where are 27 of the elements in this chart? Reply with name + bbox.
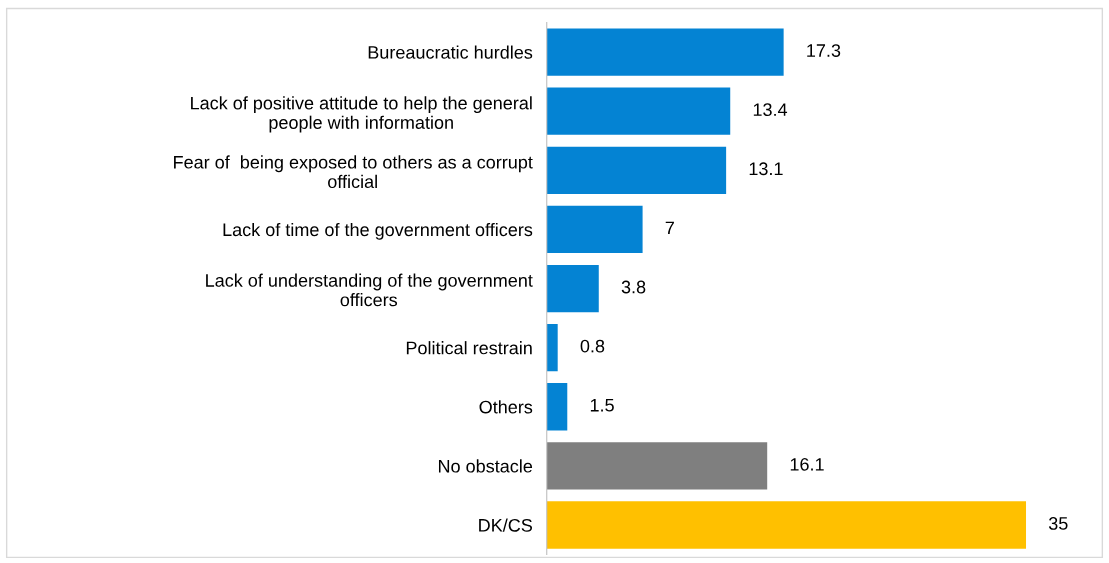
y-tick-label: No obstacle [438, 459, 533, 473]
bar [546, 87, 731, 135]
data-label: 16.1 [790, 457, 824, 471]
data-label: 0.8 [580, 339, 605, 353]
bar [546, 146, 727, 194]
data-label: 7 [665, 221, 674, 235]
y-tick-label: Bureaucratic hurdles [368, 45, 533, 59]
y-tick-label: DK/CS [479, 518, 533, 532]
bar [546, 28, 784, 76]
y-tick-label: Others [479, 400, 533, 414]
data-label: 13.4 [753, 103, 788, 117]
data-label: 35 [1048, 517, 1068, 530]
data-label: 1.5 [590, 399, 614, 412]
bar [546, 501, 1027, 549]
y-tick-label: Fear of being exposed to others as a corrupt official [174, 155, 533, 189]
bar [546, 205, 643, 254]
y-tick-label: Lack of time of the government officers [223, 222, 533, 240]
bar [546, 383, 568, 431]
data-label: 17.3 [807, 44, 841, 57]
data-label: 13.1 [749, 162, 783, 176]
data-label: 3.8 [621, 280, 646, 294]
y-tick-label: Lack of understanding of the government officers [206, 273, 533, 307]
y-tick-label: Lack of positive attitude to help the general people with information [191, 96, 532, 133]
bar [546, 324, 558, 372]
y-tick-label: Political restrain [406, 341, 532, 355]
bar [546, 264, 599, 313]
bar [546, 442, 768, 490]
